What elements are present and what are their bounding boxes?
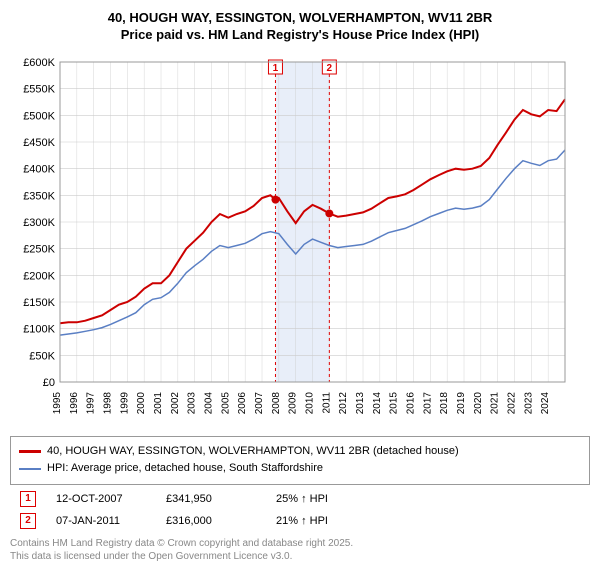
svg-text:£600K: £600K xyxy=(23,57,55,69)
sale-marker: 1 xyxy=(20,491,36,507)
svg-text:£50K: £50K xyxy=(29,350,55,362)
svg-text:£450K: £450K xyxy=(23,137,55,149)
sale-price: £341,950 xyxy=(166,493,256,505)
svg-text:£400K: £400K xyxy=(23,163,55,175)
legend: 40, HOUGH WAY, ESSINGTON, WOLVERHAMPTON,… xyxy=(10,436,590,485)
svg-text:2009: 2009 xyxy=(288,391,299,414)
sale-date: 12-OCT-2007 xyxy=(56,493,146,505)
svg-text:2002: 2002 xyxy=(170,391,181,414)
footer: Contains HM Land Registry data © Crown c… xyxy=(10,537,590,563)
svg-text:£300K: £300K xyxy=(23,217,55,229)
svg-text:£200K: £200K xyxy=(23,270,55,282)
svg-text:2007: 2007 xyxy=(254,391,265,414)
svg-text:£0: £0 xyxy=(43,377,55,389)
legend-swatch-1 xyxy=(19,450,41,453)
svg-text:2013: 2013 xyxy=(355,391,366,414)
svg-text:£250K: £250K xyxy=(23,243,55,255)
title-line1: 40, HOUGH WAY, ESSINGTON, WOLVERHAMPTON,… xyxy=(10,10,590,27)
svg-text:£150K: £150K xyxy=(23,297,55,309)
chart-area: £0 £50K £100K £150K £200K £250K £300K £350K £400… xyxy=(10,52,570,432)
sale-delta: 21% ↑ HPI xyxy=(276,515,366,527)
svg-text:1997: 1997 xyxy=(86,391,97,414)
svg-text:2018: 2018 xyxy=(439,391,450,414)
footer-line1: Contains HM Land Registry data © Crown c… xyxy=(10,537,590,550)
svg-text:2012: 2012 xyxy=(338,391,349,414)
svg-text:2011: 2011 xyxy=(321,391,332,413)
svg-text:2004: 2004 xyxy=(204,391,215,414)
svg-text:2015: 2015 xyxy=(389,391,400,414)
svg-text:£350K: £350K xyxy=(23,190,55,202)
svg-text:£550K: £550K xyxy=(23,83,55,95)
sale-marker: 2 xyxy=(20,513,36,529)
legend-item-2: HPI: Average price, detached house, Sout… xyxy=(19,460,581,478)
svg-text:2: 2 xyxy=(327,63,333,74)
sale-price: £316,000 xyxy=(166,515,256,527)
svg-text:£100K: £100K xyxy=(23,323,55,335)
legend-label-1: 40, HOUGH WAY, ESSINGTON, WOLVERHAMPTON,… xyxy=(47,443,459,461)
legend-item-1: 40, HOUGH WAY, ESSINGTON, WOLVERHAMPTON,… xyxy=(19,443,581,461)
svg-text:1998: 1998 xyxy=(103,391,114,414)
svg-text:£500K: £500K xyxy=(23,110,55,122)
svg-text:2010: 2010 xyxy=(305,391,316,414)
sale-row: 2 07-JAN-2011 £316,000 21% ↑ HPI xyxy=(20,513,590,529)
svg-text:2016: 2016 xyxy=(406,391,417,414)
svg-text:2003: 2003 xyxy=(187,391,198,414)
line-chart: £0 £50K £100K £150K £200K £250K £300K £350K £400… xyxy=(10,52,570,432)
svg-text:2020: 2020 xyxy=(473,391,484,414)
svg-text:2000: 2000 xyxy=(136,391,147,414)
svg-text:2005: 2005 xyxy=(220,391,231,414)
chart-title: 40, HOUGH WAY, ESSINGTON, WOLVERHAMPTON,… xyxy=(10,10,590,44)
svg-text:1995: 1995 xyxy=(52,391,63,414)
legend-label-2: HPI: Average price, detached house, Sout… xyxy=(47,460,323,478)
svg-text:2019: 2019 xyxy=(456,391,467,414)
svg-text:2023: 2023 xyxy=(523,391,534,414)
footer-line2: This data is licensed under the Open Gov… xyxy=(10,550,590,563)
legend-swatch-2 xyxy=(19,468,41,470)
svg-text:2001: 2001 xyxy=(153,391,164,414)
svg-text:1996: 1996 xyxy=(69,391,80,414)
svg-text:2017: 2017 xyxy=(422,391,433,414)
svg-text:2006: 2006 xyxy=(237,391,248,414)
svg-text:2014: 2014 xyxy=(372,391,383,414)
svg-text:2008: 2008 xyxy=(271,391,282,414)
svg-text:2021: 2021 xyxy=(490,391,501,414)
sale-date: 07-JAN-2011 xyxy=(56,515,146,527)
title-line2: Price paid vs. HM Land Registry's House … xyxy=(10,27,590,44)
svg-text:1: 1 xyxy=(273,63,279,74)
svg-text:2024: 2024 xyxy=(540,391,551,414)
sale-row: 1 12-OCT-2007 £341,950 25% ↑ HPI xyxy=(20,491,590,507)
sale-delta: 25% ↑ HPI xyxy=(276,493,366,505)
sales-table: 1 12-OCT-2007 £341,950 25% ↑ HPI 2 07-JAN-201… xyxy=(10,491,590,529)
svg-text:1999: 1999 xyxy=(119,391,130,414)
svg-text:2022: 2022 xyxy=(507,391,518,414)
